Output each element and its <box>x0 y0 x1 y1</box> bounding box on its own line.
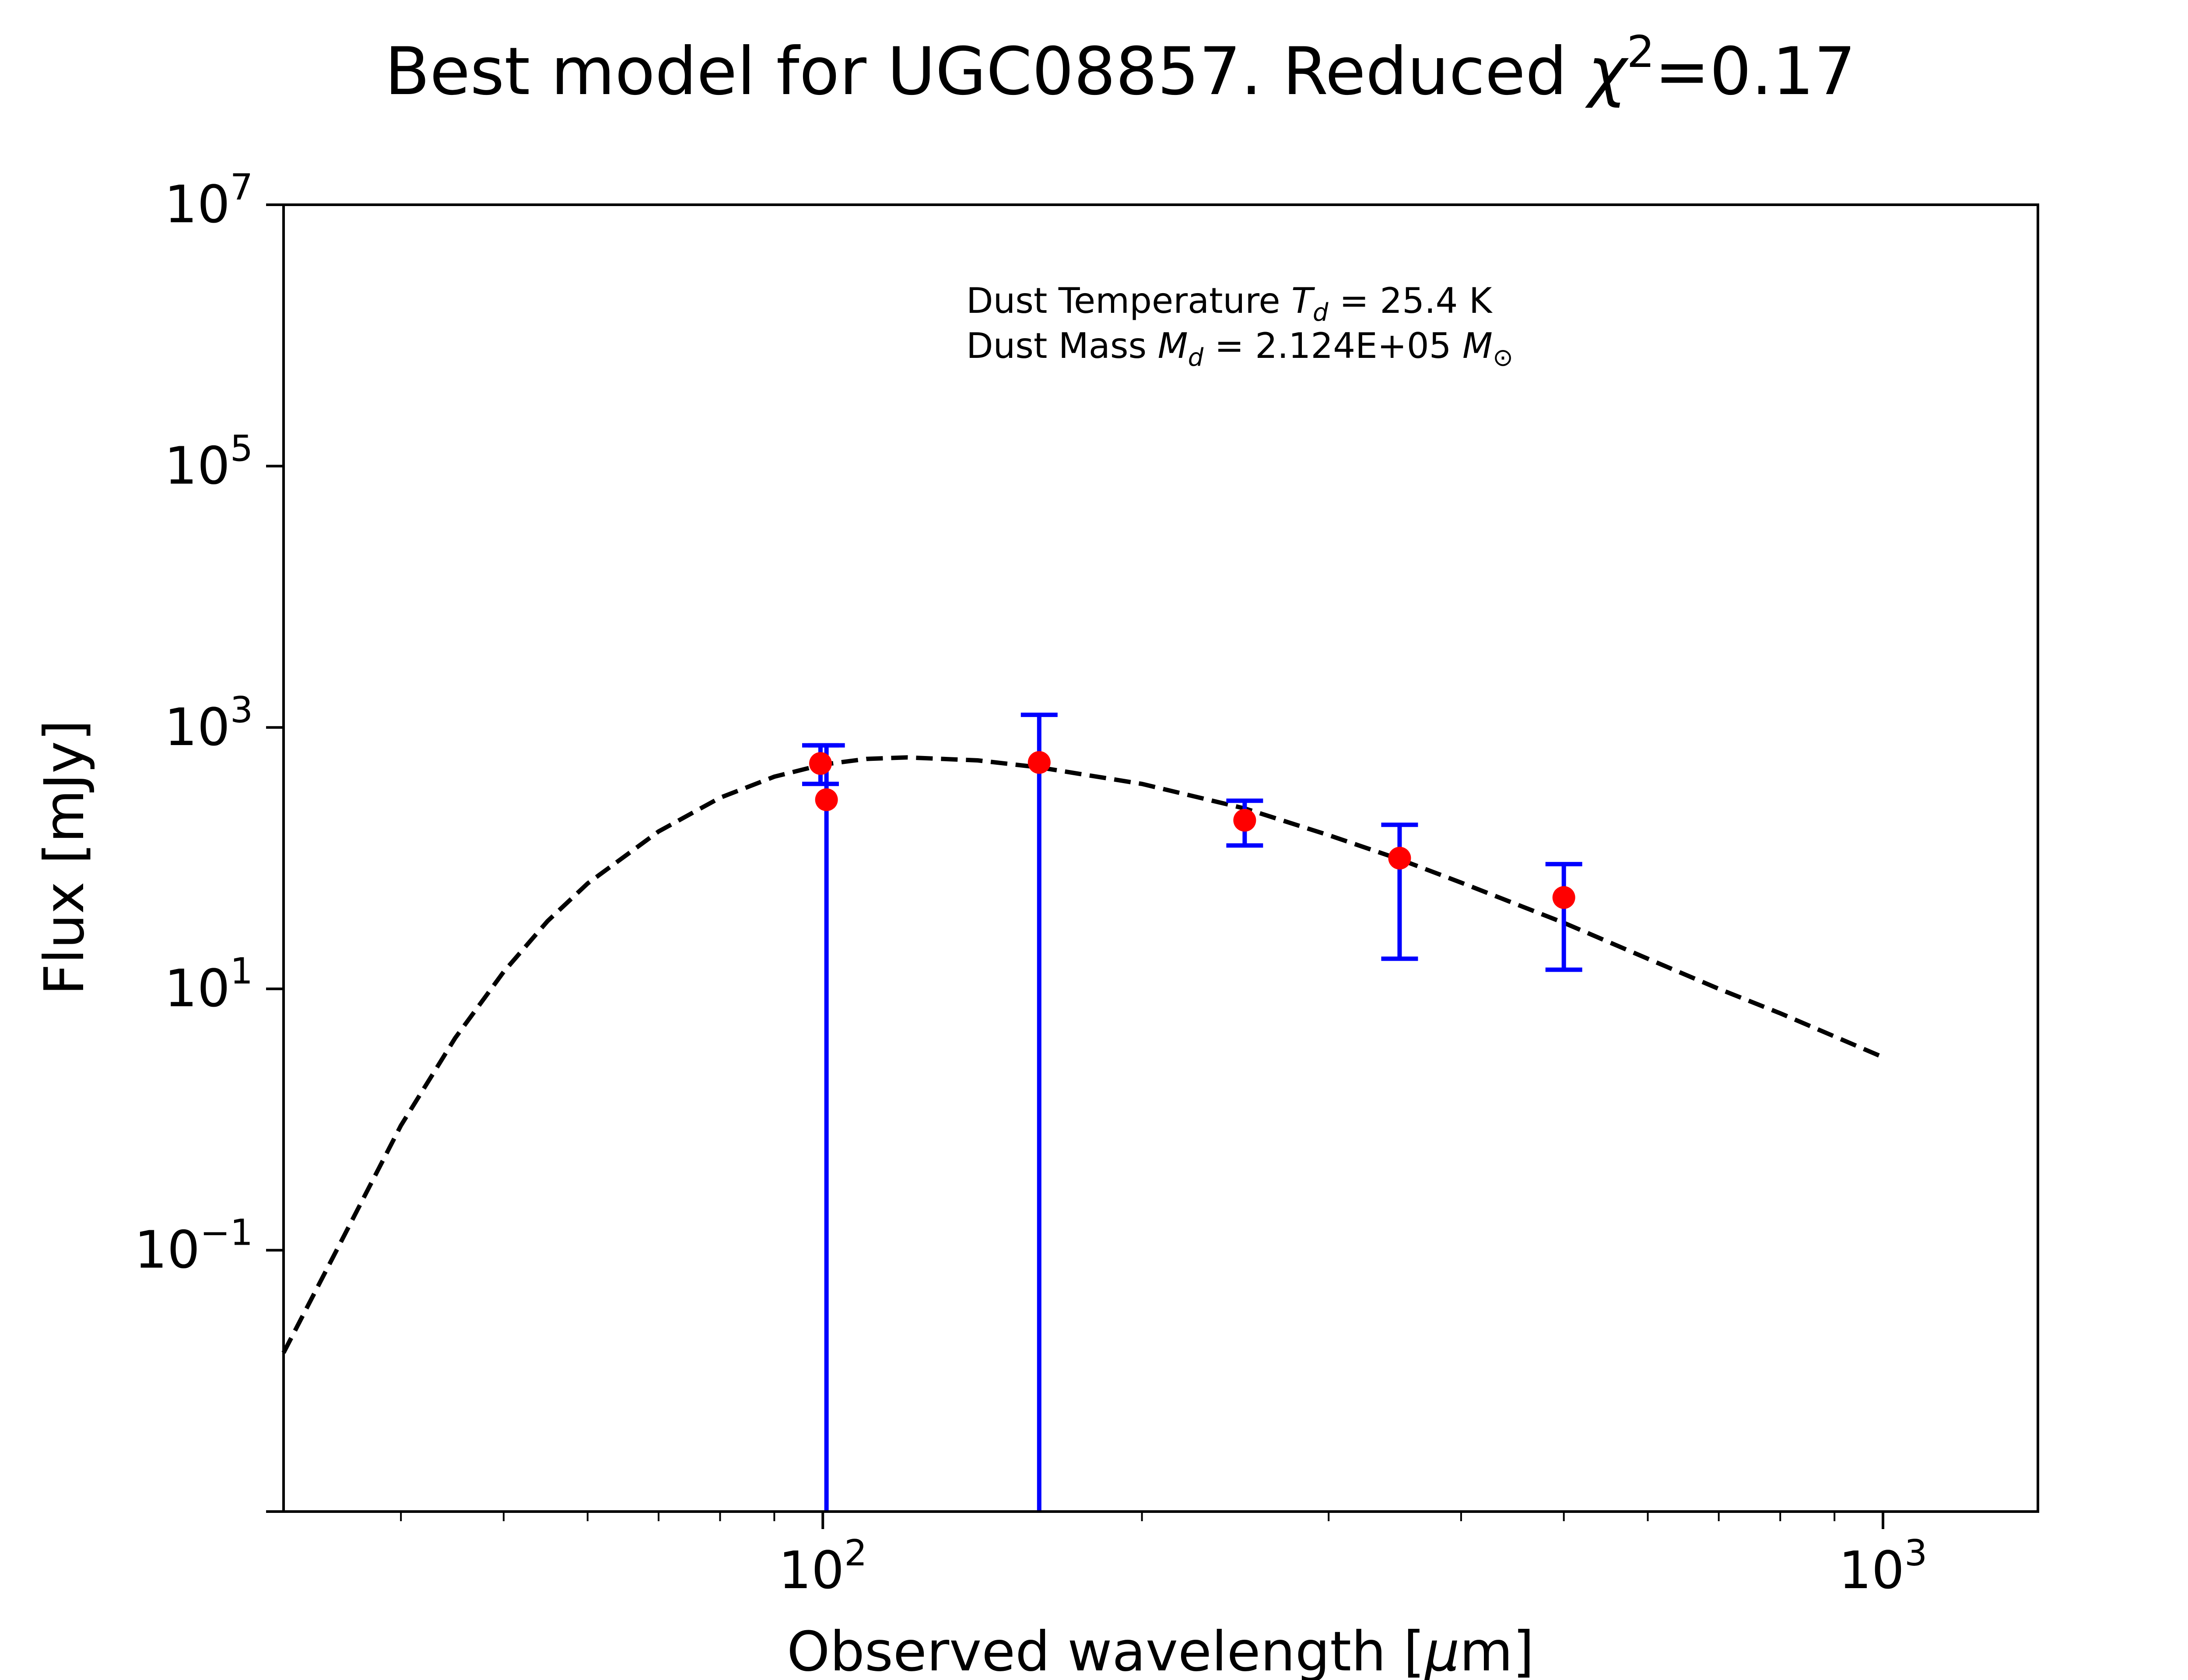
y-axis-label: Flux [mJy] <box>33 720 96 995</box>
chart-title: Best model for UGC08857. Reduced χ2=0.17 <box>385 26 1856 110</box>
y-tick-label-1: 10−1 <box>134 1212 253 1280</box>
annotation-temperature: Dust Temperature Td = 25.4 K <box>966 280 1493 327</box>
data-point-4 <box>1233 808 1256 832</box>
data-point-1 <box>809 752 832 775</box>
data-point-6 <box>1552 886 1575 909</box>
axis-ticks: 102 103 10−1 101 103 105 107 <box>134 167 1927 1600</box>
data-point-5 <box>1388 847 1411 870</box>
axes-frame <box>282 203 2039 1513</box>
model-curve <box>281 755 1884 1354</box>
plot-area <box>281 712 1884 1512</box>
y-tick-label-5: 107 <box>165 167 253 234</box>
x-tick-label-1: 102 <box>778 1533 867 1600</box>
x-axis-label: Observed wavelength [μm] <box>787 1620 1534 1680</box>
data-point-2 <box>815 788 838 811</box>
y-tick-label-2: 101 <box>165 951 253 1018</box>
y-tick-label-4: 105 <box>165 428 253 496</box>
y-tick-label-3: 103 <box>165 690 253 757</box>
data-point-3 <box>1027 751 1051 774</box>
annotation-mass: Dust Mass Md = 2.124E+05 M⊙ <box>966 326 1513 372</box>
x-tick-label-2: 103 <box>1839 1533 1927 1600</box>
